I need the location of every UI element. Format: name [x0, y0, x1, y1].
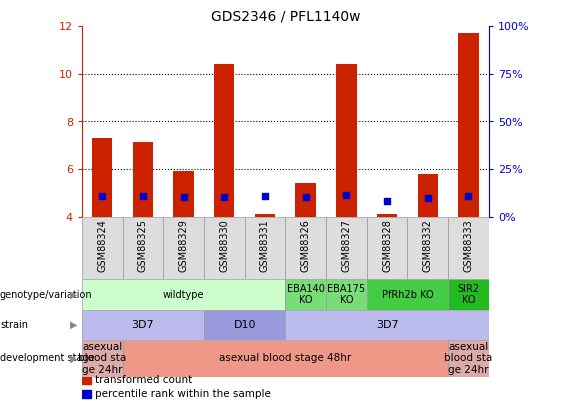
Text: PfRh2b KO: PfRh2b KO — [381, 290, 433, 300]
Text: asexual
blood sta
ge 24hr: asexual blood sta ge 24hr — [444, 342, 493, 375]
Point — [464, 192, 473, 199]
Text: GSM88333: GSM88333 — [463, 219, 473, 272]
Bar — [133, 142, 153, 217]
Point — [179, 194, 188, 201]
Bar — [82, 217, 123, 279]
Bar — [255, 214, 275, 217]
Bar — [214, 64, 234, 217]
Bar — [458, 34, 479, 217]
Bar — [448, 340, 489, 377]
Bar — [407, 217, 448, 279]
Bar — [123, 340, 448, 377]
Text: genotype/variation: genotype/variation — [0, 290, 93, 300]
Bar — [377, 214, 397, 217]
Text: GSM88331: GSM88331 — [260, 219, 270, 272]
Text: 3D7: 3D7 — [132, 320, 154, 330]
Bar — [82, 390, 91, 398]
Bar — [418, 174, 438, 217]
Bar — [82, 310, 204, 340]
Text: GSM88327: GSM88327 — [341, 219, 351, 272]
Text: D10: D10 — [233, 320, 256, 330]
Text: strain: strain — [0, 320, 28, 330]
Text: wildtype: wildtype — [163, 290, 205, 300]
Bar — [123, 217, 163, 279]
Text: GSM88328: GSM88328 — [382, 219, 392, 272]
Text: GSM88324: GSM88324 — [97, 219, 107, 272]
Text: EBA140
KO: EBA140 KO — [286, 284, 325, 305]
Bar — [448, 279, 489, 310]
Text: 3D7: 3D7 — [376, 320, 398, 330]
Bar — [285, 217, 326, 279]
Point — [98, 193, 107, 200]
Bar — [82, 377, 91, 384]
Point — [383, 198, 392, 205]
Point — [260, 192, 270, 199]
Bar — [204, 310, 285, 340]
Bar — [295, 183, 316, 217]
Bar — [336, 64, 357, 217]
Text: asexual blood stage 48hr: asexual blood stage 48hr — [219, 354, 351, 363]
Point — [342, 192, 351, 199]
Text: ▶: ▶ — [69, 354, 77, 363]
Bar — [326, 217, 367, 279]
Bar — [367, 217, 407, 279]
Bar — [82, 340, 123, 377]
Bar — [326, 279, 367, 310]
Bar — [448, 217, 489, 279]
Bar — [204, 217, 245, 279]
Bar — [92, 138, 112, 217]
Text: GSM88329: GSM88329 — [179, 219, 189, 272]
Text: EBA175
KO: EBA175 KO — [327, 284, 366, 305]
Text: GSM88326: GSM88326 — [301, 219, 311, 272]
Point — [301, 194, 310, 201]
Point — [423, 194, 432, 201]
Text: transformed count: transformed count — [95, 375, 193, 385]
Bar — [173, 171, 194, 217]
Text: asexual
blood sta
ge 24hr: asexual blood sta ge 24hr — [78, 342, 127, 375]
Text: SIR2
KO: SIR2 KO — [457, 284, 480, 305]
Text: ▶: ▶ — [69, 290, 77, 300]
Bar — [367, 279, 448, 310]
Point — [138, 193, 147, 199]
Text: GSM88325: GSM88325 — [138, 219, 148, 272]
Text: GSM88332: GSM88332 — [423, 219, 433, 272]
Bar — [163, 217, 204, 279]
Bar — [82, 279, 285, 310]
Text: ▶: ▶ — [69, 320, 77, 330]
Text: percentile rank within the sample: percentile rank within the sample — [95, 389, 271, 399]
Bar — [245, 217, 285, 279]
Title: GDS2346 / PFL1140w: GDS2346 / PFL1140w — [211, 10, 360, 24]
Bar — [285, 279, 326, 310]
Bar — [285, 310, 489, 340]
Text: GSM88330: GSM88330 — [219, 219, 229, 272]
Point — [220, 194, 229, 200]
Text: development stage: development stage — [0, 354, 94, 363]
